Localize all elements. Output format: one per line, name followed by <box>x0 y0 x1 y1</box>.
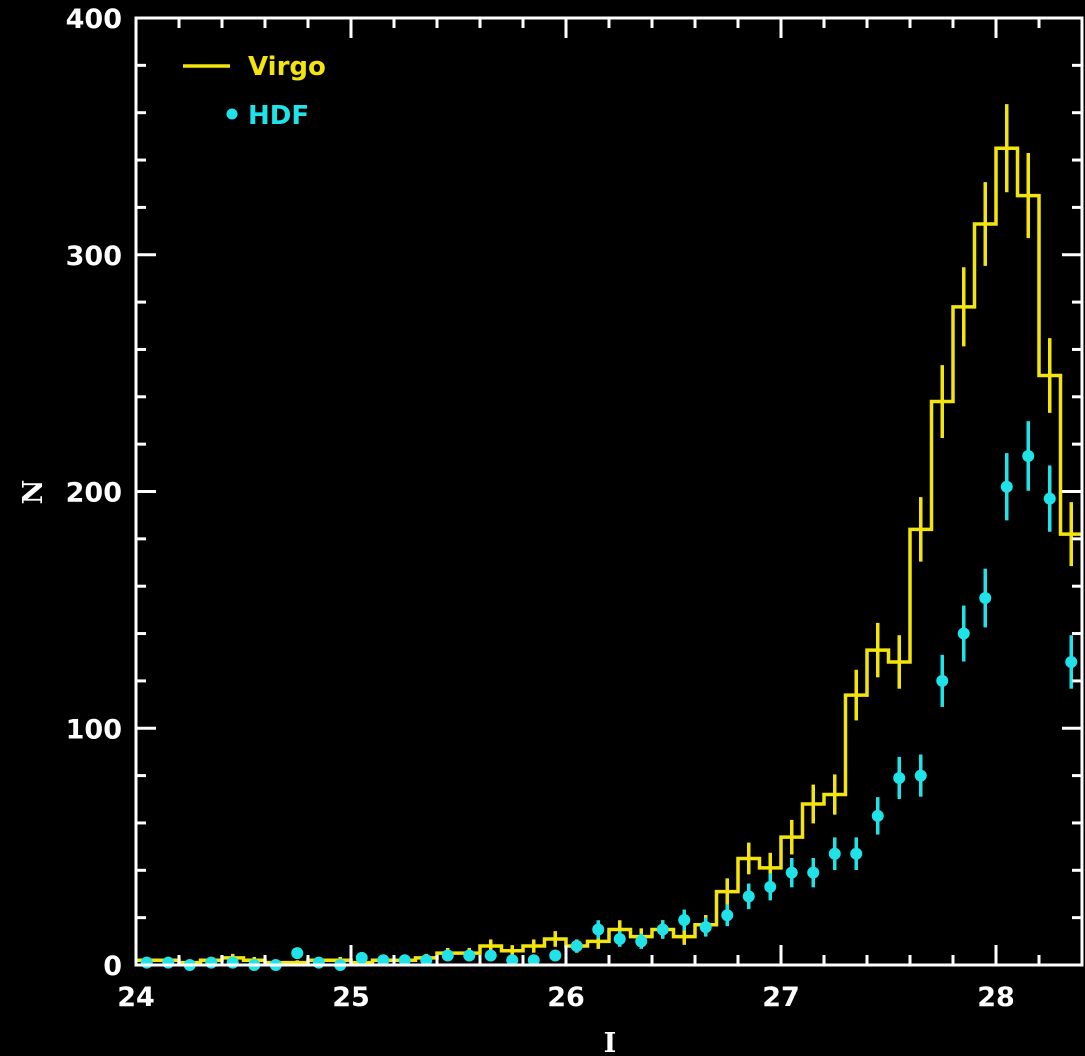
hdf-point <box>1022 449 1035 462</box>
legend: Virgo HDF <box>183 52 326 131</box>
hdf-point <box>226 956 239 969</box>
axes-layer <box>134 16 1084 967</box>
hdf-point <box>656 923 669 936</box>
hdf-point <box>355 951 368 964</box>
hdf-point <box>613 932 626 945</box>
hdf-point <box>1000 480 1013 493</box>
hdf-point <box>785 866 798 879</box>
hdf-point <box>463 949 476 962</box>
hdf-point <box>807 866 820 879</box>
hdf-point <box>549 949 562 962</box>
hdf-point <box>420 954 433 967</box>
hdf-point <box>527 954 540 967</box>
y-tick-label: 0 <box>103 951 122 982</box>
legend-hdf-label: HDF <box>248 101 309 131</box>
series-layer <box>136 104 1082 971</box>
legend-hdf-swatch <box>226 108 238 120</box>
y-tick-label: 400 <box>66 4 122 35</box>
x-tick-label: 25 <box>332 982 370 1013</box>
hdf-point <box>506 954 519 967</box>
hdf-point <box>828 847 841 860</box>
hdf-point <box>721 909 734 922</box>
hdf-point <box>678 914 691 927</box>
hdf-point <box>398 954 411 967</box>
hdf-point <box>742 890 755 903</box>
hdf-point <box>871 809 884 822</box>
tick-label-layer: 24 25 26 27 28 0 100 200 300 400 <box>66 4 1015 1013</box>
hdf-point <box>979 592 992 605</box>
hdf-point <box>484 949 497 962</box>
hdf-point <box>205 956 218 969</box>
y-tick-label: 300 <box>66 241 122 272</box>
hdf-point <box>1065 655 1078 668</box>
legend-virgo-label: Virgo <box>248 52 326 82</box>
hdf-point <box>893 771 906 784</box>
hdf-point <box>850 847 863 860</box>
x-tick-label: 26 <box>547 982 585 1013</box>
hdf-point <box>914 769 927 782</box>
hdf-point <box>312 956 325 969</box>
hdf-point <box>377 954 390 967</box>
hdf-point <box>291 947 304 960</box>
hdf-point <box>764 880 777 893</box>
hdf-point <box>1043 492 1056 505</box>
hdf-point <box>936 674 949 687</box>
hdf-point <box>699 921 712 934</box>
x-axis-title: I <box>604 1028 617 1056</box>
hdf-point <box>635 935 648 948</box>
y-axis-title: N <box>18 480 49 505</box>
hdf-point <box>957 627 970 640</box>
x-tick-label: 28 <box>977 982 1015 1013</box>
hdf-point <box>140 956 153 969</box>
hdf-point <box>570 940 583 953</box>
hdf-point <box>162 956 175 969</box>
y-tick-label: 200 <box>66 478 122 509</box>
x-tick-label: 27 <box>762 982 800 1013</box>
hdf-point <box>441 949 454 962</box>
y-tick-label: 100 <box>66 714 122 745</box>
x-tick-label: 24 <box>117 982 155 1013</box>
hdf-point <box>592 923 605 936</box>
